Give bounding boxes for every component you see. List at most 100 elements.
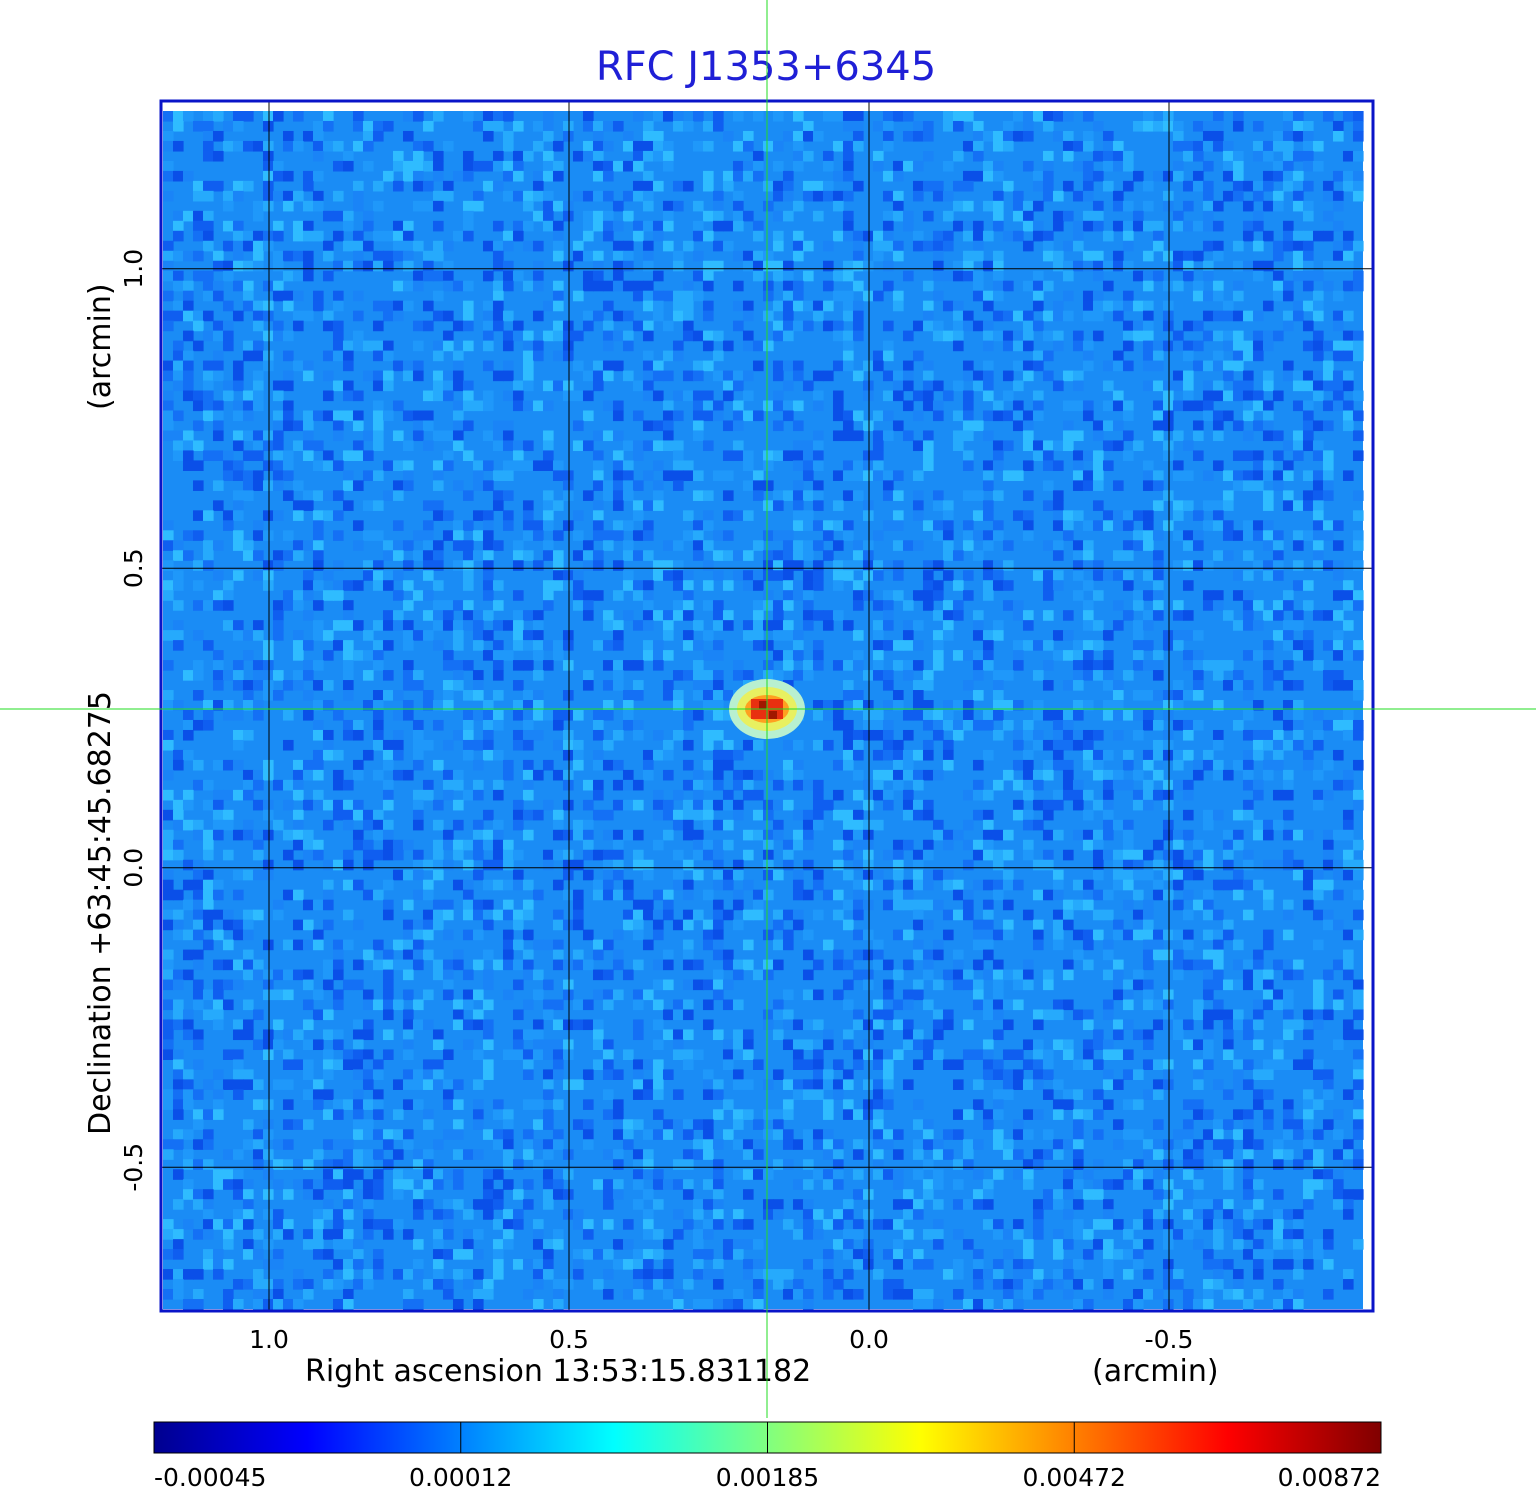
image-pixel — [293, 540, 304, 551]
image-pixel — [793, 450, 804, 462]
image-pixel — [853, 470, 864, 481]
image-pixel — [1103, 230, 1114, 242]
image-pixel — [243, 829, 254, 841]
image-pixel — [1213, 460, 1224, 471]
image-pixel — [463, 999, 474, 1011]
image-pixel — [633, 590, 644, 601]
image-pixel — [633, 510, 644, 521]
image-pixel — [173, 360, 184, 372]
image-pixel — [1353, 1029, 1364, 1041]
image-pixel — [803, 600, 814, 611]
image-pixel — [183, 430, 194, 442]
image-pixel — [373, 719, 384, 731]
image-pixel — [1003, 829, 1014, 841]
image-pixel — [483, 650, 494, 661]
image-pixel — [873, 290, 884, 302]
image-pixel — [1063, 729, 1074, 741]
image-pixel — [713, 620, 724, 631]
image-pixel — [593, 210, 604, 222]
image-pixel — [643, 140, 654, 152]
image-pixel — [363, 1029, 374, 1041]
image-pixel — [443, 240, 454, 252]
image-pixel — [943, 869, 954, 881]
image-pixel — [573, 550, 584, 561]
image-pixel — [263, 869, 274, 881]
image-pixel — [1123, 330, 1134, 342]
image-pixel — [313, 550, 324, 561]
image-pixel — [853, 320, 864, 332]
image-pixel — [1193, 250, 1204, 262]
image-pixel — [953, 889, 964, 901]
image-pixel — [493, 580, 504, 591]
image-pixel — [513, 190, 524, 202]
image-pixel — [1333, 680, 1344, 691]
image-pixel — [963, 460, 974, 471]
image-pixel — [1183, 530, 1194, 541]
image-pixel — [1133, 710, 1144, 721]
image-pixel — [583, 270, 594, 282]
image-pixel — [873, 120, 884, 132]
image-pixel — [193, 660, 204, 671]
image-pixel — [1103, 949, 1114, 961]
image-pixel — [843, 869, 854, 881]
image-pixel — [863, 1019, 874, 1031]
image-pixel — [833, 909, 844, 921]
image-pixel — [443, 660, 454, 671]
image-pixel — [873, 879, 884, 891]
image-pixel — [1133, 540, 1144, 551]
image-pixel — [1353, 270, 1364, 282]
image-pixel — [673, 700, 684, 711]
image-pixel — [1093, 170, 1104, 182]
image-pixel — [1053, 1009, 1064, 1021]
image-pixel — [1083, 929, 1094, 941]
image-pixel — [483, 729, 494, 741]
image-pixel — [1003, 1019, 1014, 1031]
image-pixel — [983, 640, 994, 651]
image-pixel — [633, 450, 644, 462]
image-pixel — [933, 829, 944, 841]
image-pixel — [713, 879, 724, 891]
image-pixel — [643, 260, 654, 272]
image-pixel — [993, 130, 1004, 142]
image-pixel — [753, 150, 764, 162]
image-pixel — [653, 749, 664, 761]
image-pixel — [1093, 660, 1104, 671]
image-pixel — [913, 690, 924, 701]
image-pixel — [813, 739, 824, 751]
image-pixel — [953, 650, 964, 661]
image-pixel — [473, 550, 484, 561]
image-pixel — [673, 200, 684, 212]
image-pixel — [1323, 909, 1334, 921]
image-pixel — [163, 390, 174, 402]
image-pixel — [343, 360, 354, 372]
image-pixel — [983, 650, 994, 661]
image-pixel — [203, 540, 214, 551]
image-pixel — [953, 949, 964, 961]
image-pixel — [273, 111, 284, 122]
image-pixel — [1063, 769, 1074, 781]
image-pixel — [643, 200, 654, 212]
image-pixel — [803, 440, 814, 452]
image-pixel — [483, 909, 494, 921]
image-pixel — [773, 190, 784, 202]
image-pixel — [563, 889, 574, 901]
image-pixel — [753, 270, 764, 282]
image-pixel — [1043, 540, 1054, 551]
image-pixel — [1233, 869, 1244, 881]
image-pixel — [483, 809, 494, 821]
image-pixel — [1013, 610, 1024, 621]
image-pixel — [1213, 240, 1224, 252]
image-pixel — [1283, 719, 1294, 731]
image-pixel — [573, 959, 584, 971]
image-pixel — [1273, 550, 1284, 561]
image-pixel — [1283, 310, 1294, 322]
image-pixel — [1203, 200, 1214, 212]
image-pixel — [793, 460, 804, 471]
image-pixel — [653, 310, 664, 322]
image-pixel — [1133, 320, 1144, 332]
image-pixel — [243, 390, 254, 402]
image-pixel — [173, 819, 184, 831]
image-pixel — [1073, 510, 1084, 521]
image-pixel — [993, 290, 1004, 302]
image-pixel — [693, 330, 704, 342]
